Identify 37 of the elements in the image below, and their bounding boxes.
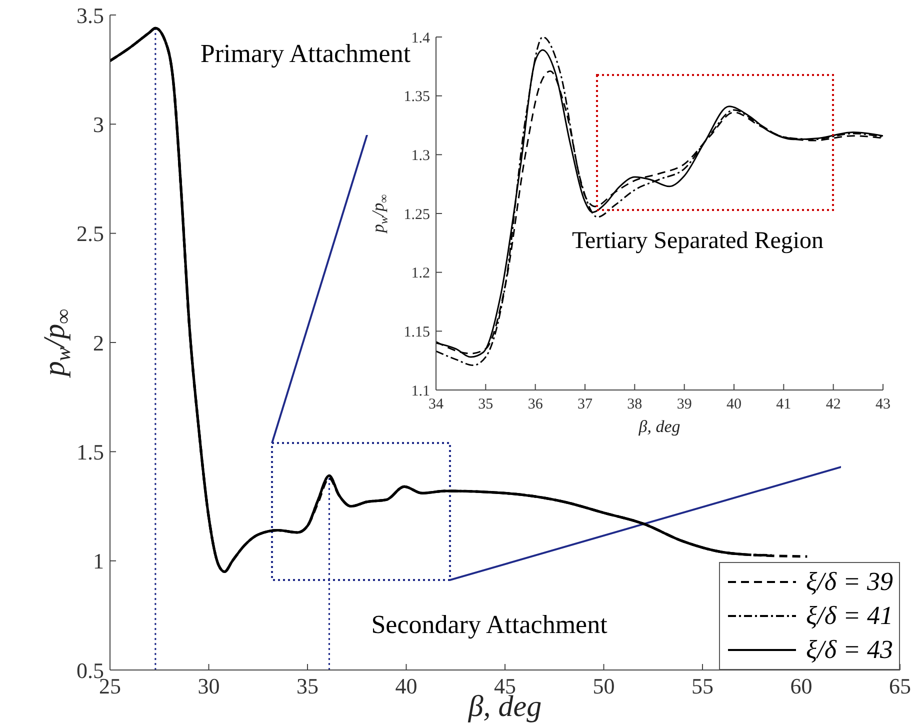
ref-line-label: Secondary Attachment (371, 610, 608, 639)
y-tick-label: 2 (93, 330, 104, 356)
y-tick-label: 2.5 (76, 221, 104, 246)
x-tick-label: 60 (790, 674, 812, 699)
x-tick-label: 30 (198, 674, 220, 699)
legend-label: ξ/δ = 43 (806, 635, 893, 665)
y-tick-label: 1.5 (76, 439, 104, 464)
y-tick-label: 3.5 (76, 2, 104, 28)
x-tick-label: 39 (676, 396, 692, 413)
x-axis-title: β, deg (638, 417, 680, 436)
y-tick-label: 1.15 (404, 324, 430, 340)
x-tick-label: 38 (627, 396, 642, 413)
x-tick-label: 65 (889, 674, 911, 699)
x-tick-label: 41 (776, 396, 792, 413)
x-tick-label: 37 (578, 396, 593, 413)
y-tick-label: 1.35 (404, 89, 430, 106)
legend-label: ξ/δ = 41 (806, 601, 893, 631)
annotation: Tertiary Separated Region (572, 228, 824, 255)
x-tick-label: 50 (592, 674, 615, 699)
y-tick-label: 3 (93, 112, 104, 137)
x-tick-label: 43 (876, 396, 890, 413)
y-tick-label: 1 (93, 548, 104, 574)
y-tick-label: 1.3 (411, 148, 430, 164)
y-tick-label: 1.2 (411, 266, 430, 282)
y-tick-label: 1.1 (411, 383, 430, 400)
legend-label: ξ/δ = 39 (806, 567, 893, 597)
ref-line-label: Primary Attachment (200, 39, 412, 68)
x-tick-label: 42 (826, 396, 841, 413)
x-tick-label: 35 (296, 674, 318, 699)
x-tick-label: 55 (692, 674, 714, 699)
x-tick-label: 35 (478, 396, 494, 413)
x-tick-label: 36 (528, 396, 544, 413)
x-tick-label: 34 (428, 396, 444, 413)
x-tick-label: 40 (726, 396, 742, 413)
y-tick-label: 1.25 (404, 206, 430, 223)
x-tick-label: 40 (395, 674, 418, 699)
y-tick-label: 1.4 (411, 30, 430, 46)
